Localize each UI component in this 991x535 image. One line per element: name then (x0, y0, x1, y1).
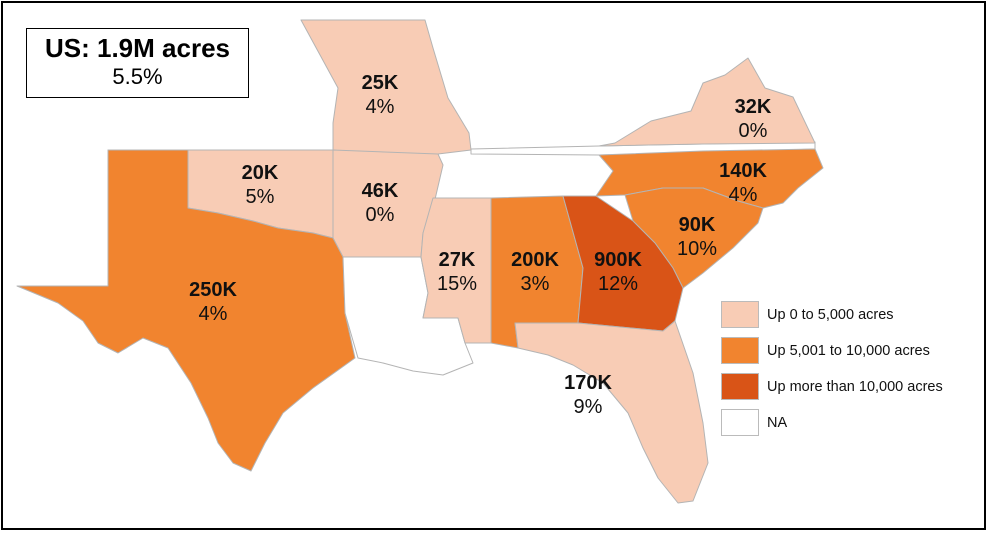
state-map (16, 19, 824, 504)
label-alabama: 200K 3% (480, 248, 590, 296)
arkansas-value: 46K (361, 180, 399, 202)
arkansas-percent: 0% (365, 204, 395, 226)
missouri-percent: 4% (365, 96, 395, 118)
legend-item-mid: Up 5,001 to 10,000 acres (721, 337, 943, 364)
legend-label-mid: Up 5,001 to 10,000 acres (767, 342, 930, 359)
legend-swatch-na (721, 409, 759, 436)
legend-swatch-low (721, 301, 759, 328)
label-georgia: 900K 12% (563, 248, 673, 296)
north-carolina-percent: 4% (728, 184, 758, 206)
oklahoma-value: 20K (241, 162, 279, 184)
summary-box: US: 1.9M acres 5.5% (26, 28, 249, 98)
north-carolina-value: 140K (719, 160, 767, 182)
state-florida[interactable] (514, 320, 709, 504)
state-virginia[interactable] (598, 57, 816, 147)
south-carolina-percent: 10% (676, 238, 718, 260)
virginia-value: 32K (734, 96, 772, 118)
label-virginia: 32K 0% (698, 95, 808, 143)
georgia-value: 900K (594, 249, 642, 271)
label-missouri: 25K 4% (325, 71, 435, 119)
summary-title: US: 1.9M acres (45, 33, 230, 63)
texas-percent: 4% (198, 303, 228, 325)
legend-item-high: Up more than 10,000 acres (721, 373, 943, 400)
legend-label-na: NA (767, 414, 788, 431)
legend-swatch-high (721, 373, 759, 400)
label-south-carolina: 90K 10% (642, 213, 752, 261)
state-georgia[interactable] (562, 195, 684, 332)
legend-item-low: Up 0 to 5,000 acres (721, 301, 943, 328)
alabama-percent: 3% (520, 273, 550, 295)
legend: Up 0 to 5,000 acres Up 5,001 to 10,000 a… (721, 301, 943, 445)
florida-percent: 9% (573, 396, 603, 418)
missouri-value: 25K (361, 72, 399, 94)
oklahoma-percent: 5% (245, 186, 275, 208)
label-north-carolina: 140K 4% (688, 159, 798, 207)
mississippi-value: 27K (438, 249, 476, 271)
texas-value: 250K (189, 279, 237, 301)
label-oklahoma: 20K 5% (205, 161, 315, 209)
georgia-percent: 12% (597, 273, 639, 295)
mississippi-percent: 15% (436, 273, 478, 295)
legend-label-low: Up 0 to 5,000 acres (767, 306, 894, 323)
florida-value: 170K (564, 372, 612, 394)
legend-swatch-mid (721, 337, 759, 364)
south-carolina-value: 90K (678, 214, 716, 236)
label-texas: 250K 4% (158, 278, 268, 326)
state-missouri[interactable] (300, 19, 472, 167)
alabama-value: 200K (511, 249, 559, 271)
summary-percent: 5.5% (112, 64, 163, 89)
label-arkansas: 46K 0% (325, 179, 435, 227)
legend-label-high: Up more than 10,000 acres (767, 378, 943, 395)
label-mississippi: 27K 15% (402, 248, 512, 296)
label-florida: 170K 9% (533, 371, 643, 419)
virginia-percent: 0% (738, 120, 768, 142)
state-texas[interactable] (16, 149, 356, 472)
legend-item-na: NA (721, 409, 943, 436)
